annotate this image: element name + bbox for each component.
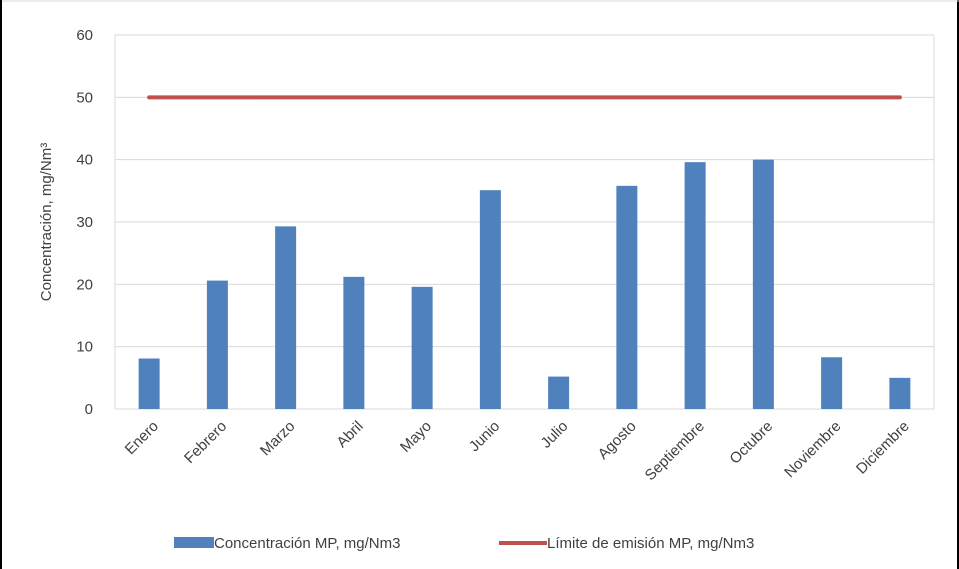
legend-swatch-concentracion bbox=[174, 537, 214, 548]
bar-agosto bbox=[616, 185, 638, 409]
bar-marzo bbox=[275, 226, 297, 409]
y-tick-label: 10 bbox=[76, 339, 93, 356]
bar-octubre bbox=[752, 159, 774, 409]
x-tick-label: Junio bbox=[466, 418, 503, 455]
bar-abril bbox=[343, 276, 365, 409]
x-tick-label: Enero bbox=[122, 418, 162, 458]
x-tick-label: Diciembre bbox=[853, 418, 913, 478]
x-tick-label: Marzo bbox=[257, 418, 298, 459]
y-axis-title: Concentración, mg/Nm³ bbox=[38, 143, 55, 301]
x-tick-label: Agosto bbox=[595, 418, 640, 463]
legend-label-concentracion: Concentración MP, mg/Nm3 bbox=[214, 535, 400, 552]
legend-label-limite: Límite de emisión MP, mg/Nm3 bbox=[547, 535, 754, 552]
bars-layer bbox=[138, 159, 911, 409]
bar-julio bbox=[548, 376, 570, 409]
x-tick-label: Septiembre bbox=[642, 418, 708, 484]
y-tick-label: 40 bbox=[76, 152, 93, 169]
x-tick-label: Octubre bbox=[726, 418, 776, 468]
bar-septiembre bbox=[684, 162, 706, 409]
y-tick-labels: 0 10 20 30 40 50 60 bbox=[76, 27, 93, 418]
grid-layer bbox=[114, 34, 935, 410]
bar-diciembre bbox=[889, 377, 911, 409]
x-tick-label: Febrero bbox=[181, 418, 230, 467]
x-tick-label: Noviembre bbox=[781, 418, 844, 481]
y-tick-label: 60 bbox=[76, 27, 93, 44]
y-tick-label: 30 bbox=[76, 214, 93, 231]
x-tick-label: Mayo bbox=[397, 418, 435, 456]
bar-enero bbox=[138, 358, 160, 409]
y-tick-label: 20 bbox=[76, 276, 93, 293]
y-tick-label: 50 bbox=[76, 89, 93, 106]
x-tick-labels: Enero Febrero Marzo Abril Mayo Junio Julio Agos… bbox=[122, 418, 913, 484]
legend: Concentración MP, mg/Nm3 Límite de emisi… bbox=[174, 535, 754, 552]
bar-febrero bbox=[206, 280, 228, 409]
bar-mayo bbox=[411, 286, 433, 409]
y-tick-label: 0 bbox=[85, 401, 93, 418]
bar-noviembre bbox=[821, 357, 843, 409]
x-tick-label: Abril bbox=[333, 418, 366, 451]
x-tick-label: Julio bbox=[538, 418, 572, 452]
bar-junio bbox=[479, 190, 501, 409]
